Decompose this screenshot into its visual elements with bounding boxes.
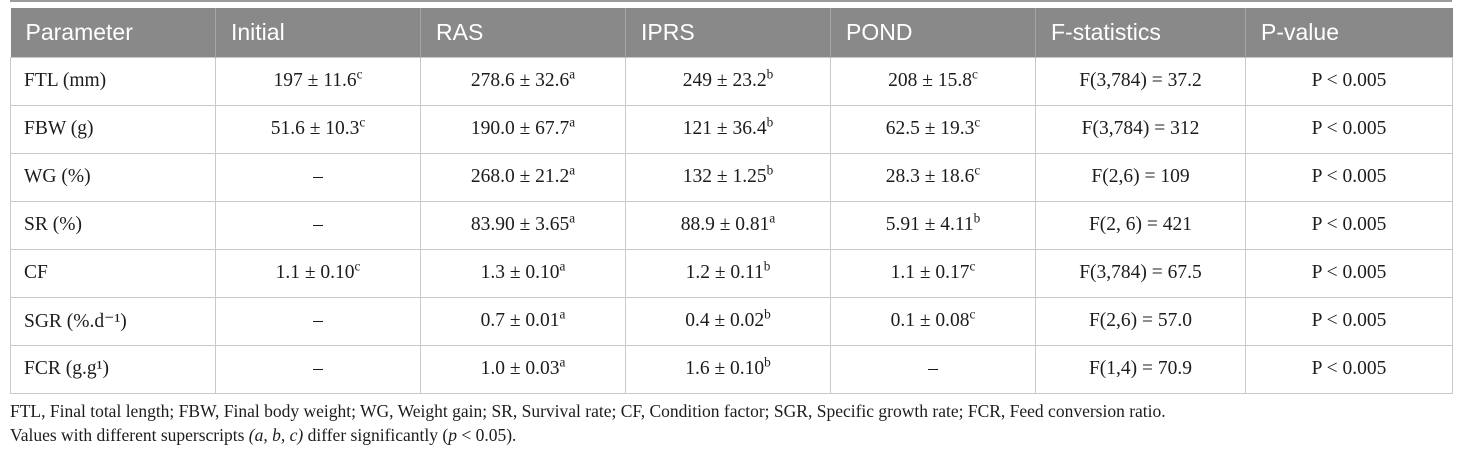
footnote-significance: Values with different superscripts (a, b… [10,425,517,445]
value-cell: 132 ± 1.25b [625,152,831,202]
table-header-row: Parameter Initial RAS IPRS POND F-statis… [10,8,1453,57]
parameter-cell: FBW (g) [10,104,216,154]
parameter-cell: CF [10,248,216,298]
value-cell: – [215,296,421,346]
value-cell: – [215,344,421,394]
value-cell: 28.3 ± 18.6c [830,152,1036,202]
footnotes: FTL, Final total length; FBW, Final body… [10,399,1450,447]
table-row: CF 1.1 ± 0.10c 1.3 ± 0.10a 1.2 ± 0.11b 1.1 ±… [10,248,1453,298]
parameter-cell: SR (%) [10,200,216,250]
table-row: FBW (g) 51.6 ± 10.3c 190.0 ± 67.7a 121 ± 36… [10,104,1453,154]
value-cell: P < 0.005 [1245,56,1453,106]
value-cell: 0.4 ± 0.02b [625,296,831,346]
table-row: FTL (mm) 197 ± 11.6c 278.6 ± 32.6a 249 ± 23… [10,56,1453,106]
value-cell: 268.0 ± 21.2a [420,152,626,202]
table-row: WG (%) –268.0 ± 21.2a 132 ± 1.25b 28.3 ± 18… [10,152,1453,202]
value-cell: F(3,784) = 312 [1035,104,1246,154]
value-cell: 83.90 ± 3.65a [420,200,626,250]
value-cell: P < 0.005 [1245,344,1453,394]
value-cell: 5.91 ± 4.11b [830,200,1036,250]
value-cell: P < 0.005 [1245,296,1453,346]
value-cell: 249 ± 23.2b [625,56,831,106]
value-cell: F(2, 6) = 421 [1035,200,1246,250]
value-cell: 0.1 ± 0.08c [830,296,1036,346]
value-cell: P < 0.005 [1245,152,1453,202]
value-cell: 208 ± 15.8c [830,56,1036,106]
parameter-cell: FCR (g.g¹) [10,344,216,394]
table-row: SGR (%.d⁻¹) –0.7 ± 0.01a 0.4 ± 0.02b 0.1 ± … [10,296,1453,346]
value-cell: 197 ± 11.6c [215,56,421,106]
column-header-parameter: Parameter [10,8,216,57]
value-cell: F(1,4) = 70.9 [1035,344,1246,394]
value-cell: P < 0.005 [1245,248,1453,298]
value-cell: F(3,784) = 67.5 [1035,248,1246,298]
value-cell: – [215,200,421,250]
value-cell: 1.1 ± 0.10c [215,248,421,298]
value-cell: 1.3 ± 0.10a [420,248,626,298]
column-header-f-statistics: F-statistics [1035,8,1246,57]
table-row: FCR (g.g¹) –1.0 ± 0.03a 1.6 ± 0.10b – F(1,4)… [10,344,1453,394]
value-cell: F(2,6) = 57.0 [1035,296,1246,346]
value-cell: 1.6 ± 0.10b [625,344,831,394]
parameter-cell: FTL (mm) [10,56,216,106]
table-row: SR (%) –83.90 ± 3.65a 88.9 ± 0.81a 5.91 ± 4… [10,200,1453,250]
value-cell: 278.6 ± 32.6a [420,56,626,106]
table-body: FTL (mm) 197 ± 11.6c 278.6 ± 32.6a 249 ± 23… [10,56,1453,394]
value-cell: 190.0 ± 67.7a [420,104,626,154]
value-cell: 121 ± 36.4b [625,104,831,154]
parameter-cell: SGR (%.d⁻¹) [10,296,216,346]
value-cell: 51.6 ± 10.3c [215,104,421,154]
value-cell: – [215,152,421,202]
column-header-iprs: IPRS [625,8,831,57]
value-cell: 1.2 ± 0.11b [625,248,831,298]
value-cell: F(3,784) = 37.2 [1035,56,1246,106]
value-cell: – [830,344,1036,394]
top-rule [10,0,1452,2]
value-cell: F(2,6) = 109 [1035,152,1246,202]
value-cell: 0.7 ± 0.01a [420,296,626,346]
column-header-p-value: P-value [1245,8,1453,57]
footnote-abbreviations: FTL, Final total length; FBW, Final body… [10,401,1166,421]
value-cell: P < 0.005 [1245,200,1453,250]
value-cell: 88.9 ± 0.81a [625,200,831,250]
column-header-initial: Initial [215,8,421,57]
parameter-cell: WG (%) [10,152,216,202]
performance-table: Parameter Initial RAS IPRS POND F-statis… [10,8,1453,394]
value-cell: 62.5 ± 19.3c [830,104,1036,154]
value-cell: P < 0.005 [1245,104,1453,154]
value-cell: 1.1 ± 0.17c [830,248,1036,298]
column-header-ras: RAS [420,8,626,57]
column-header-pond: POND [830,8,1036,57]
value-cell: 1.0 ± 0.03a [420,344,626,394]
